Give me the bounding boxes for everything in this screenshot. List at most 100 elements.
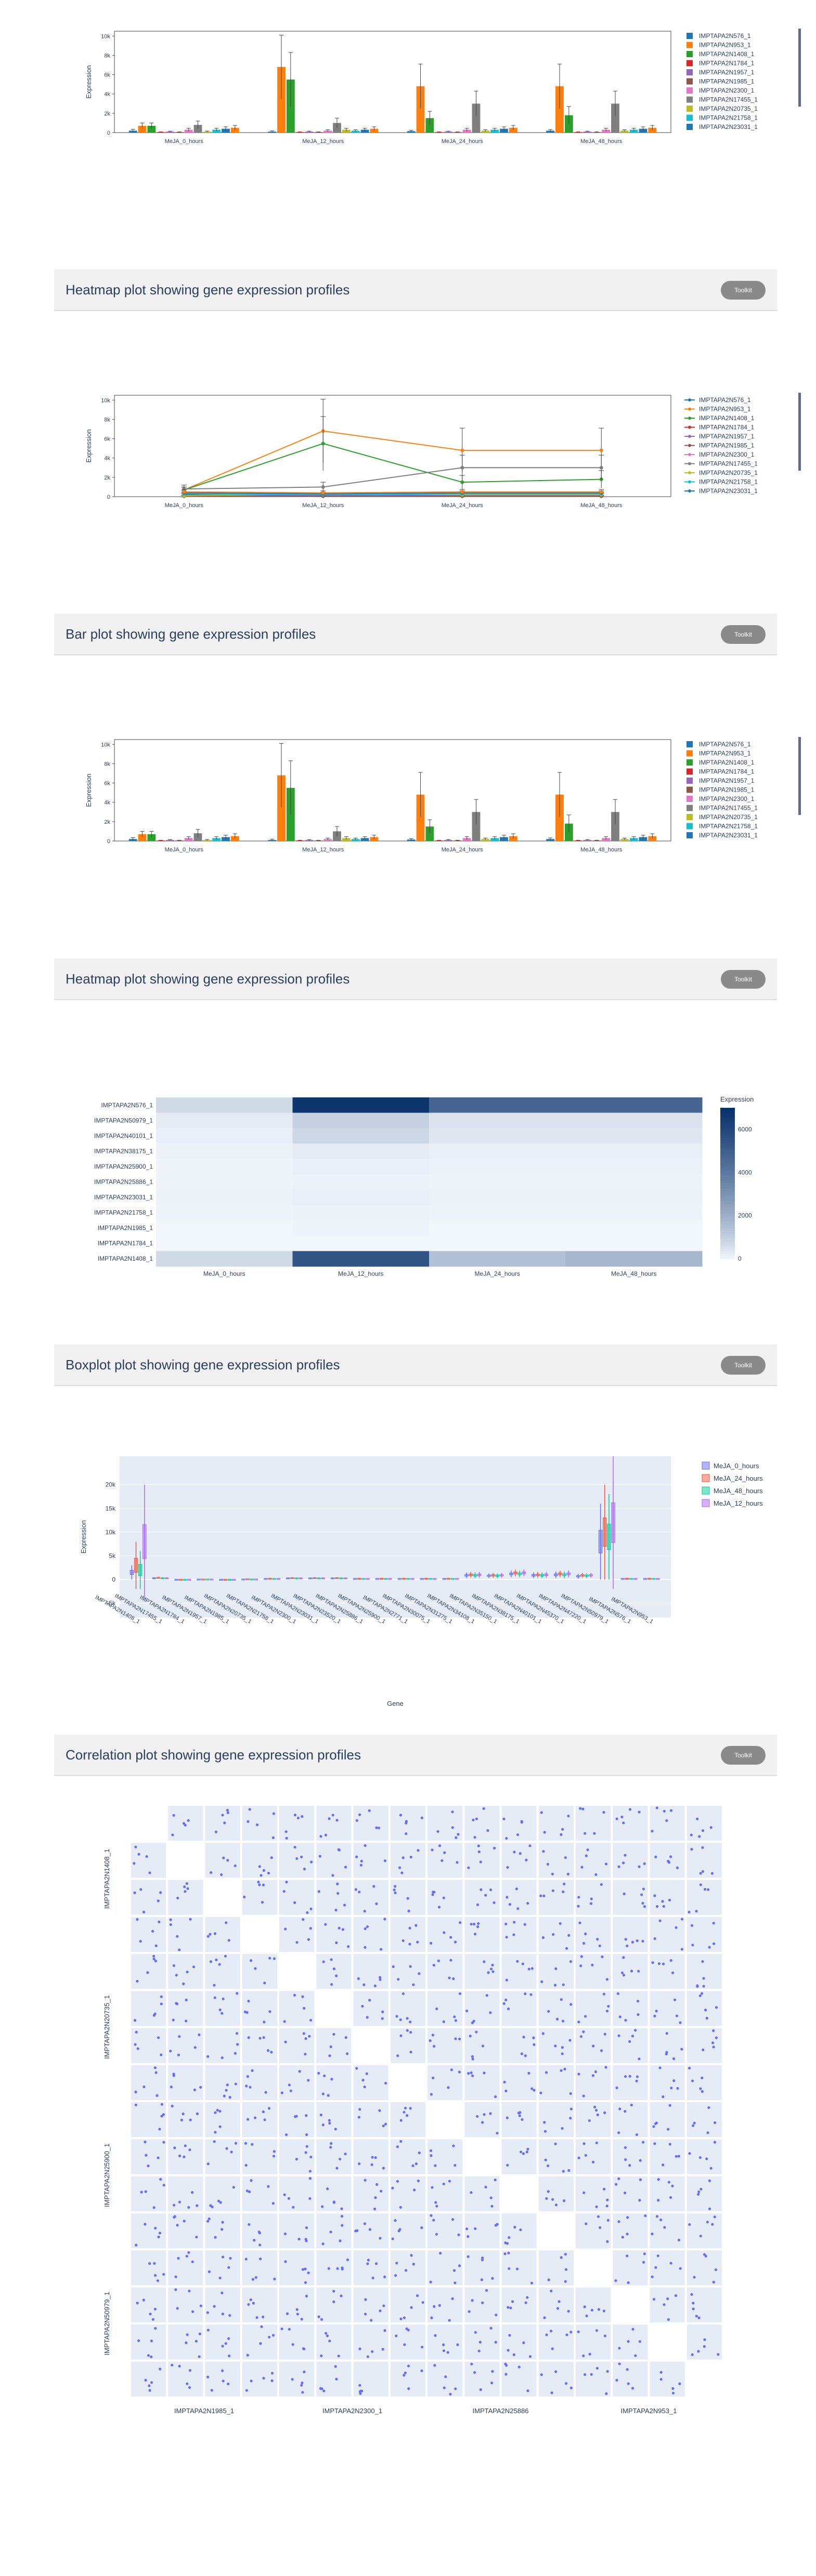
scatter-point — [193, 2046, 197, 2049]
scatter-point — [153, 2066, 157, 2069]
scatter-point — [399, 2018, 402, 2022]
heatmap-cell — [156, 1112, 293, 1129]
scatter-point — [591, 2074, 594, 2077]
scatter-point — [477, 2349, 481, 2352]
scatter-point — [476, 2115, 479, 2118]
scatter-point — [222, 1856, 225, 1859]
scatter-point — [631, 1940, 634, 1944]
matrix-cell — [279, 2028, 315, 2063]
scatter-point — [429, 2149, 433, 2152]
scatter-point — [435, 2007, 438, 2011]
scatter-point — [705, 2157, 708, 2160]
scatter-point — [662, 2163, 665, 2167]
box-body — [160, 1577, 165, 1580]
scatter-point — [158, 2128, 161, 2131]
matrix-cell — [613, 2250, 648, 2286]
heatmap-cell — [429, 1235, 566, 1251]
scatter-point — [160, 2002, 163, 2005]
scatter-point — [626, 2368, 629, 2371]
scatter-point — [273, 2277, 276, 2281]
colorbar-segment — [720, 1211, 735, 1214]
scatter-point — [706, 2220, 709, 2224]
matrix-cell — [501, 1806, 537, 1841]
scatter-point — [432, 2076, 435, 2079]
matrix-cell — [428, 1991, 463, 2026]
y-tick-label: IMPTAPA2N25900_1 — [94, 1163, 153, 1170]
scatter-point — [258, 2037, 262, 2040]
scatter-point — [665, 2051, 668, 2054]
scatter-point — [530, 1967, 534, 1970]
scatter-point — [673, 1998, 677, 2001]
series-line — [184, 492, 602, 495]
colorbar-segment — [720, 1203, 735, 1207]
scatter-point — [328, 2121, 331, 2125]
box-body — [629, 1578, 633, 1580]
section-heatmap-header-2: Heatmap plot showing gene expression pro… — [54, 959, 777, 1000]
scatter-point — [250, 2379, 253, 2383]
scatter-point — [521, 1962, 524, 1965]
scatter-point — [406, 2017, 409, 2020]
bar — [648, 836, 657, 841]
scatter-point — [637, 2013, 640, 2016]
scatter-point — [368, 1809, 371, 1812]
scatter-point — [209, 1933, 212, 1936]
legend-marker — [688, 435, 691, 438]
scatter-point — [702, 1985, 705, 1988]
scatter-point — [690, 1924, 694, 1927]
colorbar-segment — [720, 1168, 735, 1171]
scatter-point — [434, 2201, 437, 2204]
matrix-cell — [501, 1991, 537, 2026]
matrix-cell — [650, 2361, 685, 2397]
box-body — [366, 1578, 370, 1580]
box-body — [446, 1578, 451, 1580]
box-body — [607, 1523, 611, 1550]
colorbar-segment — [720, 1123, 735, 1126]
y-tick-label: 15k — [106, 1505, 116, 1512]
scatter-point — [303, 2370, 306, 2374]
toolkit-button[interactable]: Toolkit — [721, 1746, 766, 1765]
scatter-point — [638, 2198, 641, 2202]
scatter-point — [262, 2036, 265, 2039]
scatter-point — [222, 1997, 225, 2000]
scatter-point — [703, 2253, 706, 2256]
matrix-cell — [687, 2028, 722, 2063]
scatter-point — [144, 2222, 147, 2226]
matrix-cell — [205, 2102, 240, 2138]
scatter-point — [249, 1959, 253, 1962]
scatter-point — [480, 2278, 483, 2281]
toolkit-button[interactable]: Toolkit — [721, 625, 766, 644]
scatter-point — [516, 1833, 520, 1836]
toolkit-button[interactable]: Toolkit — [721, 281, 766, 300]
scatter-point — [398, 1866, 401, 1869]
scatter-point — [403, 2316, 406, 2320]
scatter-point — [526, 2147, 529, 2151]
scatter-point — [396, 2054, 399, 2057]
scatter-point — [545, 2197, 548, 2200]
box-body — [138, 1564, 143, 1576]
scatter-point — [399, 2140, 403, 2143]
scatter-point — [214, 2236, 217, 2239]
scatter-point — [691, 1944, 694, 1947]
scatter-point — [618, 2015, 621, 2018]
scatter-point — [374, 2262, 378, 2265]
scatter-point — [628, 1808, 632, 1811]
scatter-point — [403, 2111, 406, 2114]
scatter-point — [320, 2318, 323, 2321]
scatter-point — [545, 2333, 548, 2336]
colorbar-segment — [720, 1251, 735, 1254]
matrix-cell — [242, 1806, 277, 1841]
series-point — [599, 465, 603, 470]
scatter-point — [561, 1828, 564, 1831]
scatter-point — [409, 2050, 412, 2054]
toolkit-button[interactable]: Toolkit — [721, 970, 766, 989]
scatter-point — [494, 2178, 497, 2182]
scatter-point — [258, 1865, 261, 1868]
toolkit-button[interactable]: Toolkit — [721, 1356, 766, 1375]
scatter-point — [319, 1835, 322, 1838]
box-body — [361, 1578, 366, 1580]
matrix-cell — [576, 1806, 611, 1841]
scatter-point — [403, 2374, 406, 2377]
colorbar-segment — [720, 1208, 735, 1212]
legend-label: IMPTAPA2N20735_1 — [699, 105, 758, 112]
matrix-cell — [538, 2250, 574, 2286]
